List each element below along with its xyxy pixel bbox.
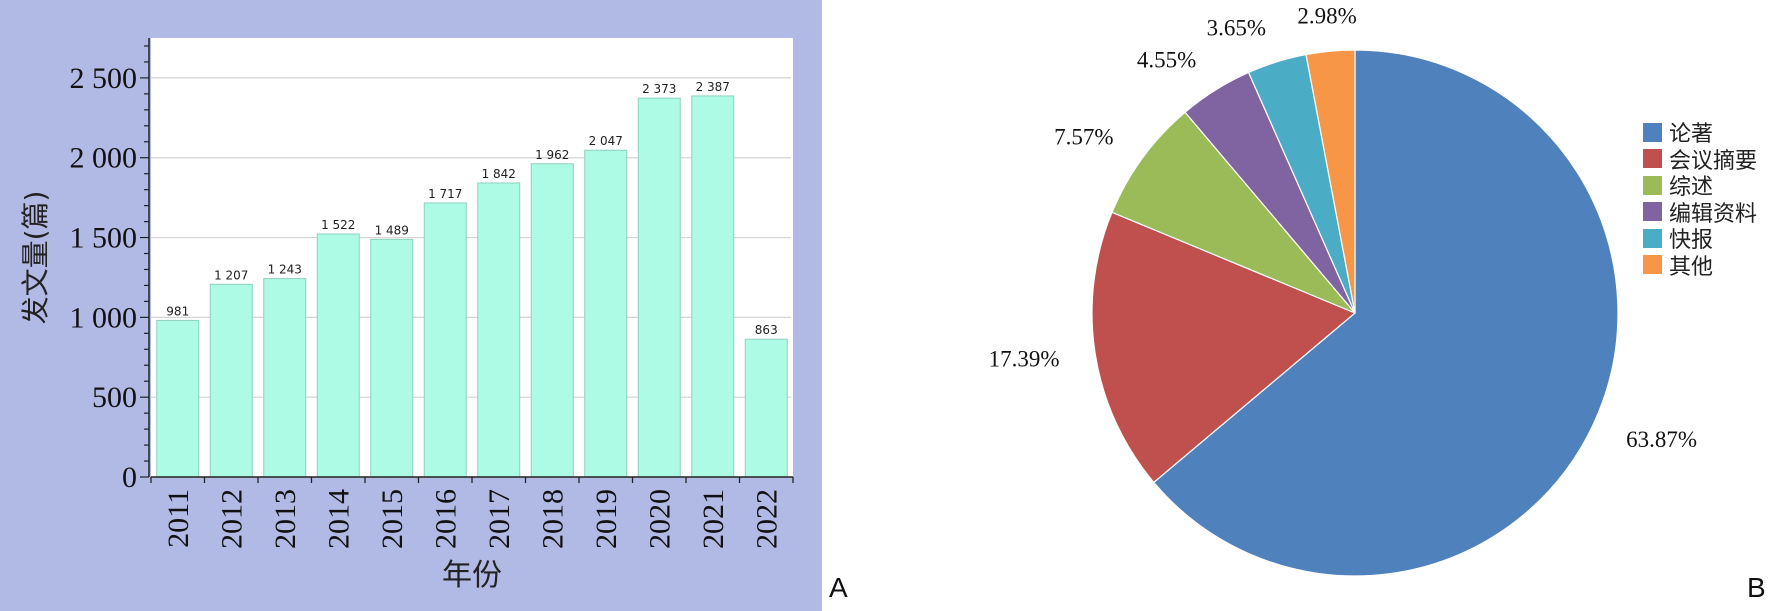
bar	[209, 283, 253, 478]
bar	[156, 319, 200, 478]
bar-value-label: 1 962	[535, 148, 569, 162]
bar-value-label: 1 842	[482, 167, 516, 181]
pie-slice	[1152, 49, 1619, 577]
y-tick-label: 2 000	[70, 142, 138, 175]
x-tick-label: 2022	[750, 489, 783, 549]
bar	[477, 182, 521, 478]
bar-value-label: 1 717	[428, 187, 462, 201]
pie-slices	[1091, 49, 1619, 577]
x-tick-label: 2017	[483, 489, 516, 549]
y-tick-label: 1 500	[70, 222, 138, 255]
bar-value-label: 2 373	[642, 82, 676, 96]
x-tick-label: 2020	[643, 489, 676, 549]
legend-swatch	[1643, 255, 1662, 274]
pie-value-label: 4.55%	[1137, 48, 1196, 73]
x-tick-label: 2021	[697, 489, 730, 549]
panel-label-b: B	[1747, 572, 1766, 603]
legend-label: 编辑资料	[1669, 201, 1758, 227]
legend-item: 编辑资料	[1643, 200, 1757, 227]
bar-value-label: 863	[755, 323, 778, 337]
bar	[584, 149, 628, 478]
bar-value-label: 1 489	[375, 223, 409, 237]
pie-value-label: 2.98%	[1297, 3, 1356, 28]
panel-label-a: A	[829, 572, 848, 603]
pie-value-label: 17.39%	[989, 347, 1060, 372]
x-axis: 2011 2012 2013 2014 2015 2016 2017 2018 2019 2020…	[150, 476, 794, 549]
x-tick-label: 2014	[322, 489, 355, 549]
y-tick-label: 1 000	[70, 301, 138, 334]
bar-value-label: 981	[166, 304, 189, 318]
legend-swatch	[1643, 228, 1662, 248]
bar	[423, 202, 467, 478]
bar-data-labels: 981 1 207 1 243 1 522 1 489 1 717 1 842 1 962 2 …	[166, 80, 777, 337]
pie-value-labels: 63.87% 17.39% 7.57% 4.55% 3.65% 2.98%	[989, 3, 1697, 452]
bar	[691, 95, 735, 478]
legend-label: 论著	[1669, 122, 1714, 147]
y-tick-label: 0	[122, 461, 137, 494]
x-axis-title: 年份	[442, 558, 502, 593]
grid-lines	[151, 77, 791, 398]
x-tick-label: 2018	[536, 489, 569, 549]
legend-label: 快报	[1669, 228, 1714, 253]
bar-value-label: 1 207	[214, 268, 248, 282]
plot-area	[151, 38, 793, 477]
legend-swatch	[1643, 175, 1662, 195]
pie-value-label: 63.87%	[1626, 427, 1697, 452]
x-tick-label: 2011	[162, 489, 195, 548]
legend-label: 其他	[1669, 254, 1714, 280]
bar	[637, 97, 681, 478]
bar	[744, 338, 788, 478]
x-tick-label: 2012	[215, 489, 248, 549]
bar-series	[156, 95, 788, 478]
bar-chart: 981 1 207 1 243 1 522 1 489 1 717 1 842 1 962 2 …	[19, 38, 794, 593]
legend-swatch	[1643, 202, 1662, 221]
bar	[263, 278, 307, 478]
pie-slice	[1111, 111, 1356, 314]
x-tick-label: 2013	[269, 489, 302, 549]
x-tick-label: 2019	[590, 489, 623, 549]
legend-item: 快报	[1643, 226, 1757, 253]
legend-swatch	[1643, 149, 1662, 168]
legend-swatch	[1643, 122, 1662, 142]
x-tick-label: 2016	[429, 489, 462, 549]
y-axis: 0 500 1 000 1 500 2 000 2 500	[70, 38, 150, 494]
legend-item: 其他	[1643, 253, 1757, 280]
legend-item: 综述	[1643, 173, 1757, 200]
legend-label: 会议摘要	[1669, 148, 1758, 174]
bar-value-label: 1 243	[268, 263, 302, 277]
x-tick-label: 2015	[376, 489, 409, 549]
legend-label: 综述	[1669, 175, 1714, 200]
pie-legend: 论著 会议摘要 综述 编辑资料 快报 其他	[1643, 120, 1757, 280]
y-tick-label: 500	[92, 381, 137, 414]
bar-value-label: 1 522	[321, 218, 355, 232]
bar	[370, 238, 414, 478]
y-tick-label: 2 500	[70, 62, 138, 95]
pie-chart: 63.87% 17.39% 7.57% 4.55% 3.65% 2.98%	[989, 3, 1697, 577]
pie-value-label: 7.57%	[1054, 125, 1113, 150]
pie-value-label: 3.65%	[1207, 16, 1266, 41]
bar-value-label: 2 047	[589, 134, 623, 148]
y-axis-title: 发文量(篇)	[19, 191, 52, 325]
pie-slice	[1305, 49, 1356, 314]
legend-item: 论著	[1643, 120, 1757, 147]
legend-item: 会议摘要	[1643, 147, 1757, 174]
bar	[530, 163, 574, 478]
bar-value-label: 2 387	[696, 80, 730, 94]
pie-slice	[1091, 211, 1357, 484]
bar	[316, 233, 360, 478]
